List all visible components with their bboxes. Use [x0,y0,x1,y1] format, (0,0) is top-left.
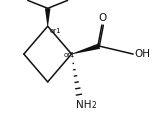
Polygon shape [45,8,51,26]
Text: O: O [98,13,106,23]
Text: 2: 2 [91,101,96,110]
Text: or1: or1 [50,28,61,34]
Text: NH: NH [75,100,91,110]
Text: OH: OH [134,49,150,59]
Polygon shape [71,43,100,54]
Text: or1: or1 [64,52,75,58]
